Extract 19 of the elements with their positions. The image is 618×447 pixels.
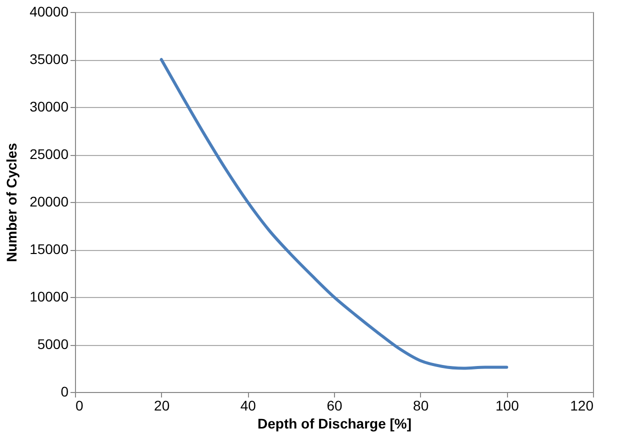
- line-series: [160, 58, 508, 370]
- y-tick-label: 40000: [30, 4, 69, 20]
- y-tick-label: 30000: [30, 98, 69, 114]
- y-tick-label: 15000: [30, 241, 69, 257]
- x-tick-label: 20: [154, 398, 170, 414]
- x-axis-title: Depth of Discharge [%]: [257, 416, 412, 432]
- x-tick-label: 40: [240, 398, 256, 414]
- y-tick-label: 25000: [30, 146, 69, 162]
- x-tick-label: 80: [413, 398, 429, 414]
- y-axis-title: Number of Cycles: [4, 142, 20, 262]
- y-tick-label: 5000: [37, 336, 69, 352]
- y-tick-label: 35000: [30, 51, 69, 67]
- y-tick-label: 20000: [30, 194, 69, 210]
- x-tick-label: 0: [76, 398, 84, 414]
- x-tick-label: 60: [326, 398, 342, 414]
- y-tick-label: 0: [60, 384, 69, 400]
- y-tick-label: 10000: [30, 288, 69, 304]
- x-tick-label: 100: [495, 398, 520, 414]
- x-tick-label: 120: [570, 398, 594, 414]
